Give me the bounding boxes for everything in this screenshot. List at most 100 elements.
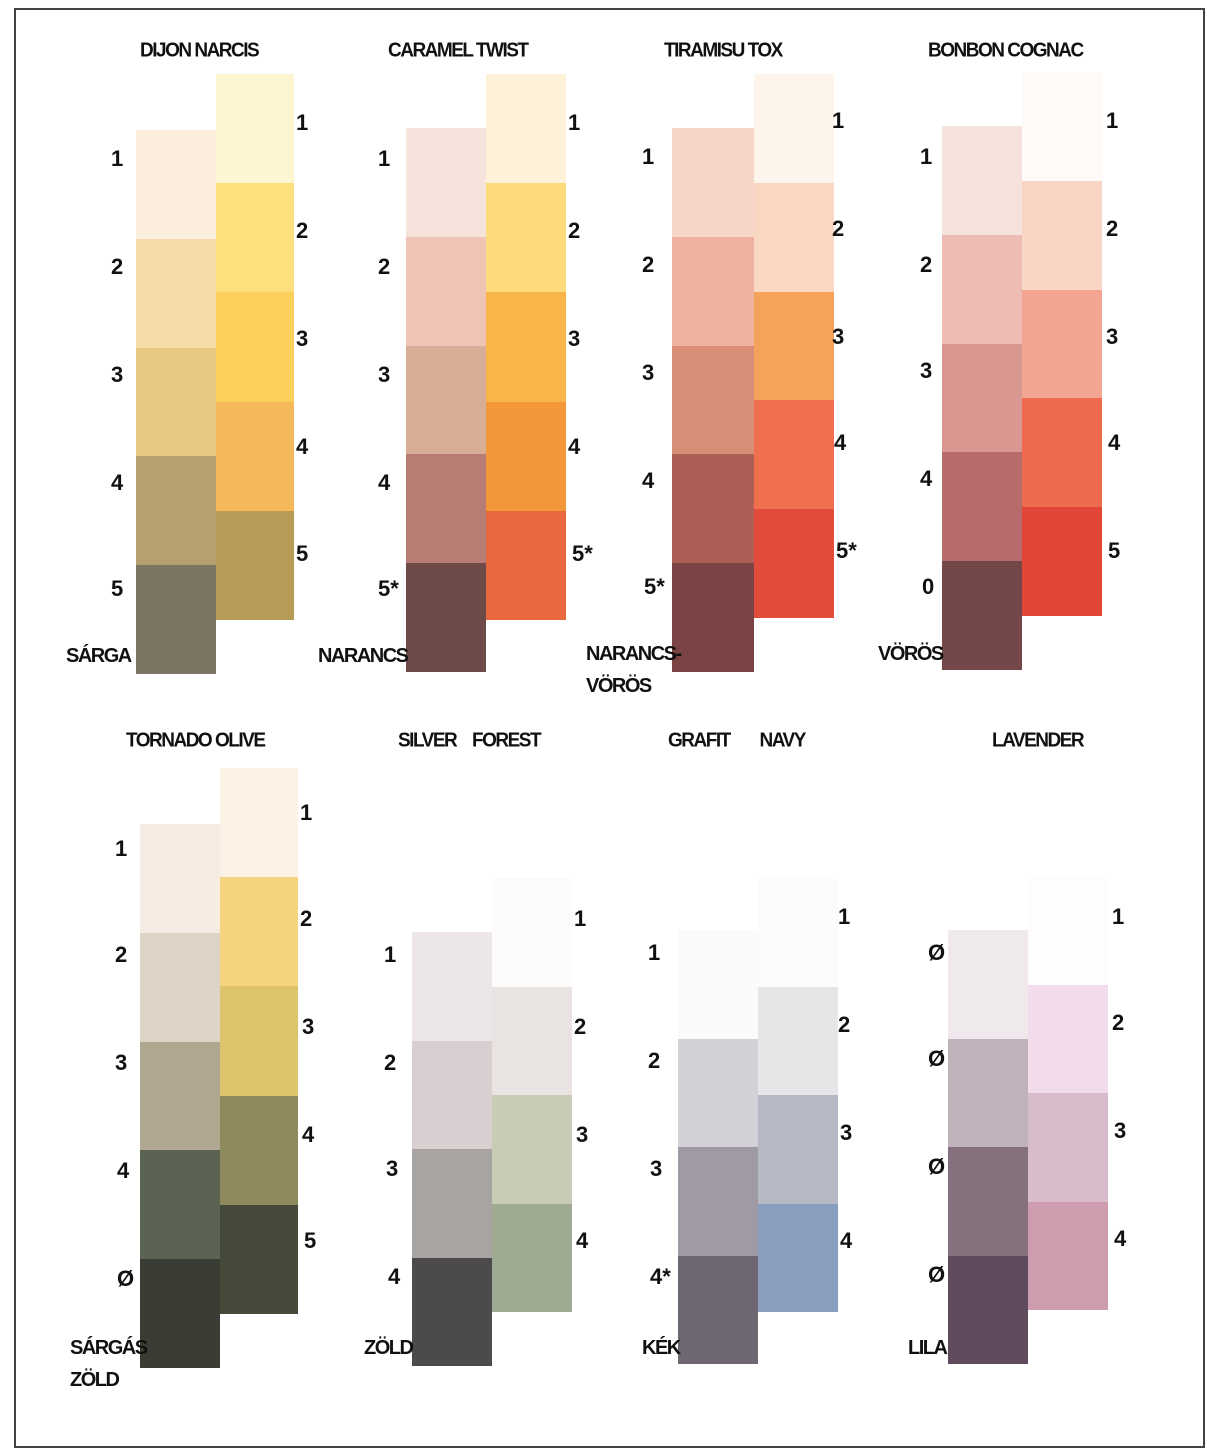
swatch [948, 930, 1028, 1039]
shade-number: 3 [642, 360, 655, 385]
swatch [678, 1038, 758, 1147]
swatch [758, 878, 838, 987]
shade-number: 4* [650, 1264, 671, 1289]
swatch [216, 401, 294, 511]
group-title: DIJON NARCIS [140, 39, 260, 62]
swatch [486, 292, 566, 402]
swatch [486, 183, 566, 293]
swatch [140, 1041, 220, 1151]
shade-number: 4 [111, 470, 124, 495]
swatch [1022, 180, 1102, 290]
color-category: ZÖLD [70, 1369, 120, 1391]
shade-number: 1 [568, 110, 581, 135]
swatch [220, 768, 298, 878]
shade-number: 5 [304, 1228, 317, 1253]
shade-number: 3 [111, 362, 124, 387]
swatch [136, 565, 216, 674]
shade-number: 3 [1106, 324, 1119, 349]
shade-number: 2 [832, 216, 845, 241]
right-swatch-column [1022, 72, 1102, 616]
swatch [758, 986, 838, 1095]
shade-number: Ø [928, 1262, 946, 1287]
swatch [754, 509, 834, 618]
shade-number: 1 [300, 800, 313, 825]
shade-number: 2 [838, 1012, 851, 1037]
swatch [486, 401, 566, 511]
group-title: LAVENDER [992, 729, 1085, 752]
color-category: SÁRGA [66, 645, 132, 667]
group-title: BONBON COGNAC [928, 39, 1084, 62]
swatch [412, 1040, 492, 1149]
swatch [942, 126, 1022, 235]
group-title: CARAMEL TWIST [388, 39, 529, 62]
swatch [220, 1095, 298, 1205]
swatch [406, 454, 486, 564]
swatch [942, 561, 1022, 670]
swatch [136, 347, 216, 457]
swatch [486, 74, 566, 184]
shade-number: 3 [296, 326, 309, 351]
shade-number: 2 [642, 252, 655, 277]
shade-number: 3 [115, 1050, 128, 1075]
swatch [140, 932, 220, 1042]
shade-number: 4 [834, 430, 847, 455]
shade-number: 2 [115, 942, 128, 967]
swatch [754, 400, 834, 510]
shade-number: 1 [648, 940, 661, 965]
swatch [216, 183, 294, 293]
swatch [492, 878, 572, 987]
shade-number: 5 [296, 541, 309, 566]
shade-number: 2 [111, 254, 124, 279]
shade-number: 2 [920, 252, 933, 277]
swatch [1028, 984, 1108, 1093]
group-title: TORNADO OLIVE [126, 729, 266, 752]
shade-number: 2 [568, 218, 581, 243]
shade-number: 1 [920, 144, 933, 169]
color-category: NARANCS- [586, 643, 682, 665]
left-swatch-column [678, 930, 758, 1364]
swatch [140, 824, 220, 933]
left-swatch-column [136, 130, 216, 674]
left-swatch-column [672, 128, 754, 672]
swatch [672, 563, 754, 672]
left-swatch-column [412, 932, 492, 1366]
shade-number: 1 [115, 836, 128, 861]
shade-number: 5* [644, 574, 665, 599]
swatch [136, 456, 216, 566]
shade-number: 4 [1108, 430, 1121, 455]
shade-number: 2 [1106, 216, 1119, 241]
shade-number: 1 [111, 146, 124, 171]
shade-number: 0 [922, 574, 935, 599]
shade-number: 3 [576, 1122, 589, 1147]
swatch [1028, 1093, 1108, 1202]
shade-number: 4 [302, 1122, 315, 1147]
shade-number: 5* [572, 541, 593, 566]
color-category: KÉK [642, 1337, 681, 1359]
shade-number: 3 [378, 362, 391, 387]
shade-number: 5 [1108, 538, 1121, 563]
right-swatch-column [216, 74, 294, 621]
swatch [1022, 398, 1102, 508]
right-swatch-column [758, 878, 838, 1312]
swatch [220, 877, 298, 987]
swatch [754, 74, 834, 183]
swatch [406, 345, 486, 455]
swatch [216, 510, 294, 621]
shade-number: 5* [378, 576, 399, 601]
swatch [140, 1259, 220, 1368]
left-swatch-column [406, 128, 486, 672]
swatch [1028, 1201, 1108, 1310]
swatch [678, 1147, 758, 1256]
swatch [406, 128, 486, 237]
shade-number: 1 [296, 110, 309, 135]
color-category: VÖRÖS [878, 643, 944, 665]
shade-number: 2 [574, 1014, 587, 1039]
shade-number: 2 [296, 218, 309, 243]
swatch [492, 1203, 572, 1312]
swatch [492, 986, 572, 1095]
shade-number: 1 [642, 144, 655, 169]
swatch [672, 454, 754, 564]
shade-number: Ø [928, 1154, 946, 1179]
swatch [412, 1149, 492, 1258]
shade-number: 3 [386, 1156, 399, 1181]
